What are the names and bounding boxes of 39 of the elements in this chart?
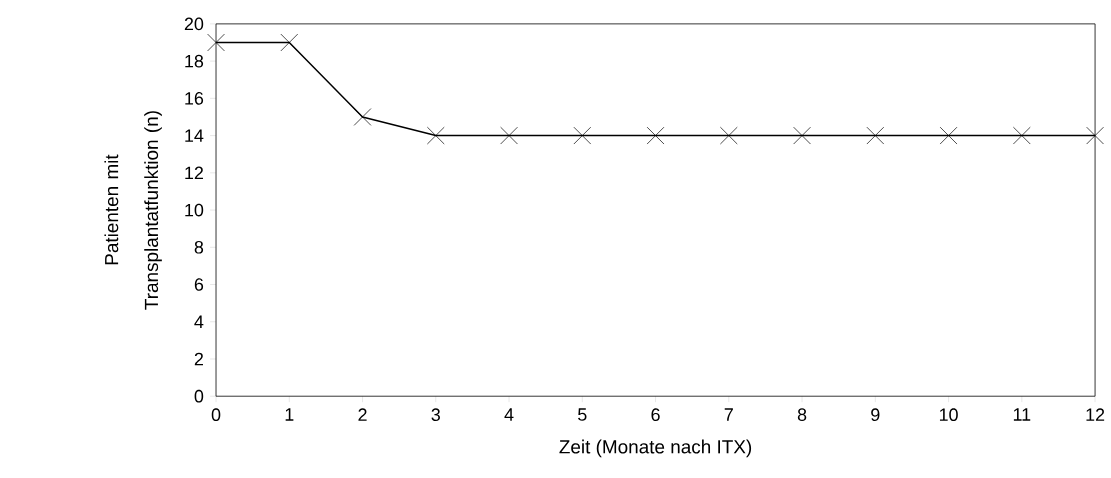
point [1013,126,1031,145]
x-tick-label: 10 [939,408,958,422]
y-tick-label: 10 [185,203,204,217]
point [280,33,299,52]
point [720,126,738,145]
y-tick-label: 18 [185,54,204,68]
x-tick-label: 11 [1013,408,1031,421]
x-tick-label: 12 [1086,408,1105,421]
point [426,126,445,145]
point [939,126,958,145]
y-tick-label: 6 [194,278,204,291]
point [1086,126,1104,145]
y-tick-label: 0 [194,389,204,403]
y-tick-label: 8 [194,241,204,254]
x-tick-label: 4 [504,408,514,421]
y-tick-label: 14 [185,129,204,142]
text: Patienten mit Transplantatfunktion (n) [104,111,162,310]
x-axis-title: Zeit (Monate nach ITX) [559,439,752,458]
x-tick-label: 1 [285,408,294,421]
point [500,126,518,145]
x-tick-label: 3 [431,408,440,422]
x-tick-label: 2 [358,408,367,421]
x-tick-label: 5 [578,408,587,421]
point [793,126,811,145]
y-tick-label: 4 [194,315,204,328]
point [207,33,225,52]
point [353,108,372,126]
x-tick-label: 6 [651,408,660,422]
y-tick-label: 12 [185,166,203,180]
point [866,126,885,145]
y-tick-label: 2 [194,352,203,366]
point [573,126,592,145]
point [646,126,665,145]
y-tick-label: 16 [185,92,204,105]
x-tick-label: 9 [871,408,880,422]
y-tick-label: 20 [184,17,204,31]
x-tick-label: 7 [724,408,733,421]
x-tick-label: 0 [211,408,221,422]
x-tick-label: 8 [797,408,807,422]
